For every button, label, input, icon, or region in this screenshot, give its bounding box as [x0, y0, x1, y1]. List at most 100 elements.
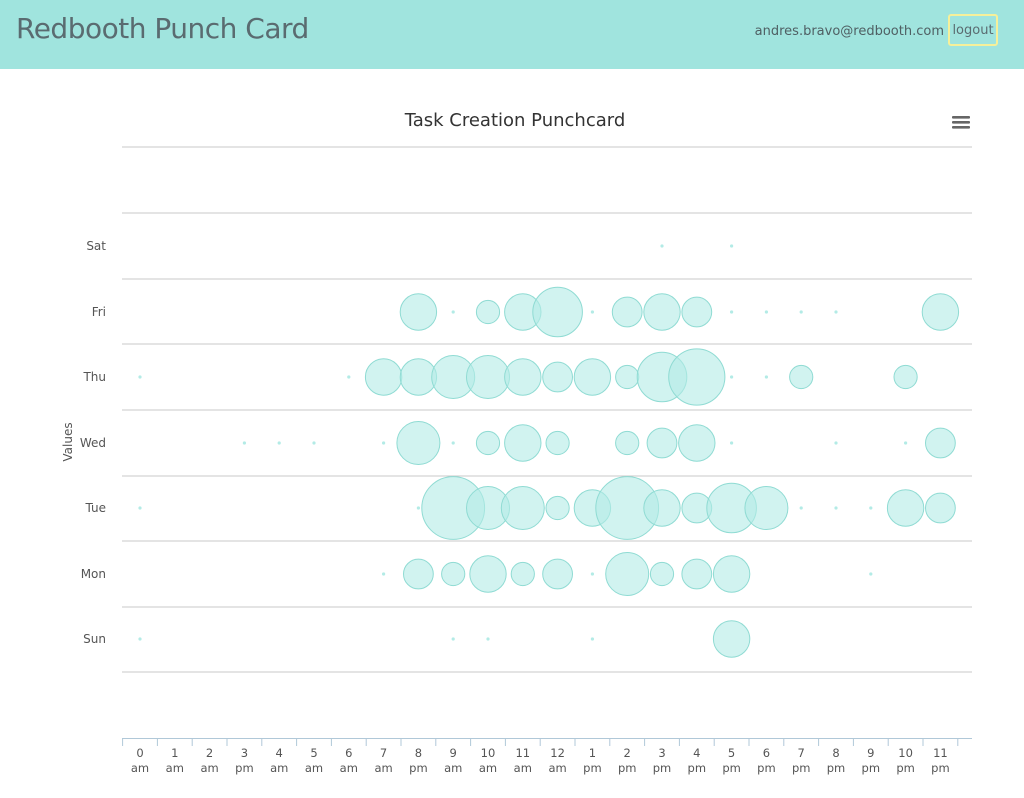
- bubble-point[interactable]: [615, 430, 640, 456]
- bubble-point[interactable]: [789, 364, 814, 390]
- y-tick-label: Mon: [81, 567, 106, 581]
- bubble-point[interactable]: [441, 561, 466, 587]
- bubble-point[interactable]: [730, 310, 734, 314]
- bubble-point[interactable]: [399, 358, 438, 396]
- bubble-point[interactable]: [764, 310, 769, 314]
- bubble-point[interactable]: [364, 358, 403, 396]
- bubble-point[interactable]: [242, 441, 246, 445]
- chart-title: Task Creation Punchcard: [404, 110, 626, 131]
- bubble-point[interactable]: [475, 299, 501, 325]
- y-tick-label: Wed: [80, 436, 106, 450]
- y-tick-label: Fri: [92, 305, 106, 319]
- bubble-point[interactable]: [886, 489, 925, 527]
- bubbles: [138, 244, 960, 658]
- bubble-point[interactable]: [138, 637, 142, 641]
- bubble-point[interactable]: [590, 637, 595, 641]
- bubble-point[interactable]: [532, 286, 583, 338]
- logout-button[interactable]: logout: [948, 14, 998, 46]
- bubble-point[interactable]: [799, 506, 803, 510]
- x-tick-label-hour: 7: [798, 746, 805, 760]
- bubble-point[interactable]: [451, 441, 455, 445]
- bubble-point[interactable]: [573, 358, 612, 396]
- bubble-point[interactable]: [451, 637, 455, 641]
- bubble-point[interactable]: [399, 293, 438, 331]
- bubble-point[interactable]: [138, 506, 142, 510]
- bubble-point[interactable]: [681, 296, 713, 328]
- x-tick-label-period: am: [131, 761, 149, 775]
- bubble-point[interactable]: [382, 572, 386, 576]
- x-tick-label-period: am: [270, 761, 288, 775]
- bubble-point[interactable]: [646, 427, 678, 459]
- x-tick-label-hour: 12: [550, 746, 565, 760]
- x-tick-label-hour: 5: [728, 746, 735, 760]
- bubble-point[interactable]: [643, 293, 681, 331]
- bubble-point[interactable]: [678, 424, 716, 462]
- bubble-point[interactable]: [925, 427, 956, 459]
- bubble-point[interactable]: [730, 244, 734, 248]
- bubble-point[interactable]: [605, 552, 650, 596]
- x-tick-label-period: pm: [862, 761, 881, 775]
- bubble-point[interactable]: [500, 486, 545, 530]
- bubble-point[interactable]: [542, 558, 573, 590]
- bubble-point[interactable]: [504, 424, 542, 462]
- bubble-point[interactable]: [834, 506, 838, 510]
- bubble-point[interactable]: [403, 558, 434, 590]
- app-title: Redbooth Punch Card: [16, 12, 309, 45]
- bubble-point[interactable]: [834, 310, 838, 314]
- bubble-point[interactable]: [730, 375, 734, 379]
- bubble-point[interactable]: [668, 348, 726, 406]
- bubble-point[interactable]: [712, 555, 751, 593]
- bubble-point[interactable]: [545, 495, 570, 521]
- bubble-point[interactable]: [545, 430, 570, 456]
- bubble-point[interactable]: [869, 572, 873, 576]
- bubble-point[interactable]: [649, 561, 675, 587]
- y-tick-label: Sat: [86, 239, 106, 253]
- x-tick-label-hour: 1: [171, 746, 178, 760]
- bubble-point[interactable]: [643, 489, 681, 527]
- bubble-point[interactable]: [466, 355, 510, 399]
- bubble-point[interactable]: [730, 441, 734, 445]
- bubble-point[interactable]: [893, 364, 918, 390]
- bubble-point[interactable]: [451, 310, 455, 314]
- x-tick-label-period: pm: [722, 761, 741, 775]
- bubble-point[interactable]: [396, 421, 441, 465]
- x-tick-label-period: am: [340, 761, 358, 775]
- bubble-point[interactable]: [869, 506, 873, 510]
- bubble-point[interactable]: [504, 358, 542, 396]
- bubble-point[interactable]: [416, 506, 420, 510]
- bubble-point[interactable]: [475, 430, 501, 456]
- bubble-point[interactable]: [510, 561, 535, 587]
- bubble-point[interactable]: [681, 558, 713, 590]
- x-tick-label-hour: 3: [241, 746, 248, 760]
- hamburger-menu-icon[interactable]: [950, 113, 972, 131]
- bubble-point[interactable]: [744, 486, 789, 530]
- bubble-point[interactable]: [312, 441, 316, 445]
- bubble-point[interactable]: [277, 441, 281, 445]
- x-tick-label-period: pm: [827, 761, 846, 775]
- bubble-point[interactable]: [799, 310, 803, 314]
- x-tick-label-hour: 4: [276, 746, 283, 760]
- bubble-point[interactable]: [542, 361, 573, 393]
- x-tick-label-period: am: [514, 761, 532, 775]
- bubble-point[interactable]: [925, 492, 956, 524]
- x-tick-label-hour: 3: [658, 746, 665, 760]
- bubble-point[interactable]: [921, 293, 960, 331]
- bubble-point[interactable]: [611, 296, 643, 328]
- bubble-point[interactable]: [590, 310, 595, 314]
- bubble-point[interactable]: [382, 441, 386, 445]
- bubble-point[interactable]: [834, 441, 838, 445]
- bubble-point[interactable]: [615, 364, 640, 390]
- bubble-point[interactable]: [138, 375, 142, 379]
- bubble-point[interactable]: [660, 244, 664, 248]
- bubble-point[interactable]: [590, 572, 595, 576]
- bubble-point[interactable]: [486, 637, 490, 641]
- bubble-point[interactable]: [347, 375, 351, 379]
- x-tick-label-hour: 7: [380, 746, 387, 760]
- gridlines: [122, 146, 972, 673]
- bubble-point[interactable]: [764, 375, 769, 379]
- bubble-point[interactable]: [469, 555, 507, 593]
- x-tick-label-hour: 11: [933, 746, 948, 760]
- bubble-point[interactable]: [712, 620, 751, 658]
- bubble-point[interactable]: [904, 441, 908, 445]
- x-tick-label-period: am: [479, 761, 497, 775]
